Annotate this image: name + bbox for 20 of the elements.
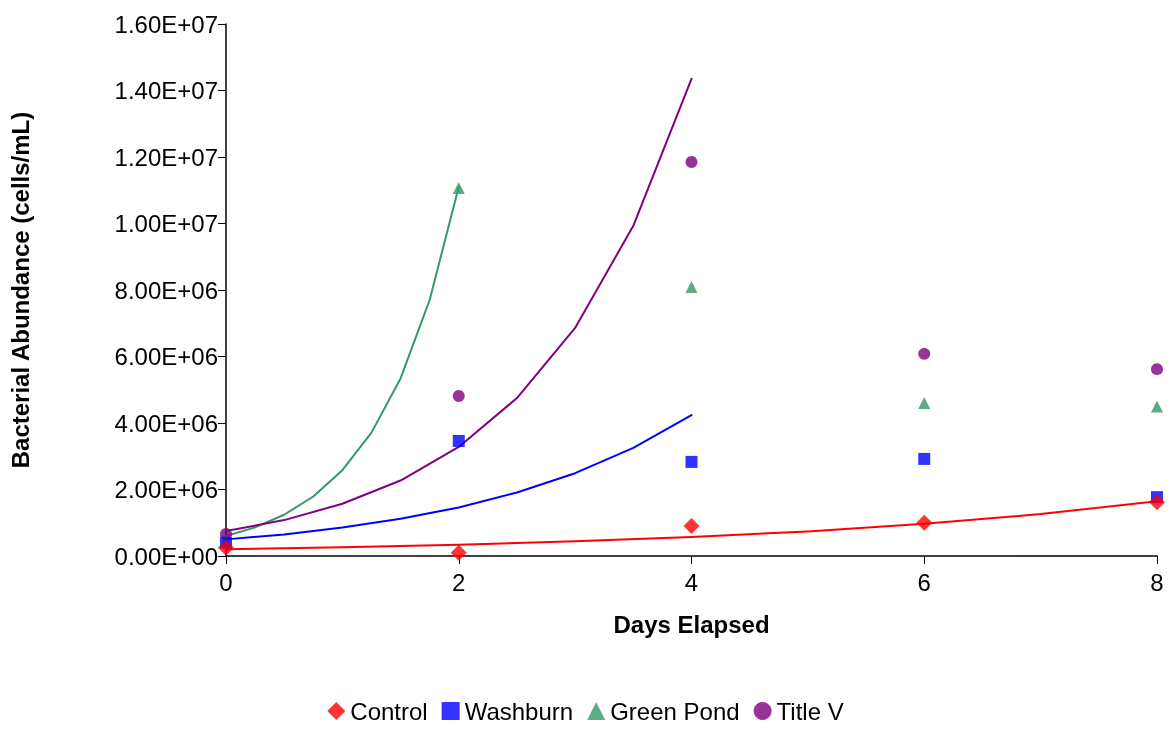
legend-label: Green Pond [610, 697, 740, 725]
y-tick-label: 1.40E+07 [114, 77, 218, 104]
y-tick-label: 6.00E+06 [114, 343, 218, 370]
x-tick-label: 6 [917, 568, 931, 596]
y-tick-label: 0.00E+00 [114, 542, 218, 570]
y-tick-label: 2.00E+06 [114, 476, 218, 503]
y-axis-title: Bacterial Abundance (cells/mL) [6, 111, 34, 469]
y-tick-label: 1.20E+07 [114, 143, 218, 171]
legend-label: Washburn [464, 697, 574, 725]
x-axis-title: Days Elapsed [613, 610, 770, 638]
y-tick-label: 1.00E+07 [114, 210, 218, 237]
legend-label: Title V [776, 697, 844, 725]
legend-label: Control [350, 697, 428, 725]
x-tick-label: 8 [1150, 568, 1164, 596]
y-tick-label: 8.00E+06 [114, 276, 218, 304]
x-tick-label: 0 [219, 568, 233, 596]
x-tick-label: 2 [452, 568, 466, 596]
y-tick-label: 4.00E+06 [114, 409, 218, 437]
y-tick-label: 1.60E+07 [114, 10, 218, 38]
x-tick-label: 4 [684, 568, 699, 596]
